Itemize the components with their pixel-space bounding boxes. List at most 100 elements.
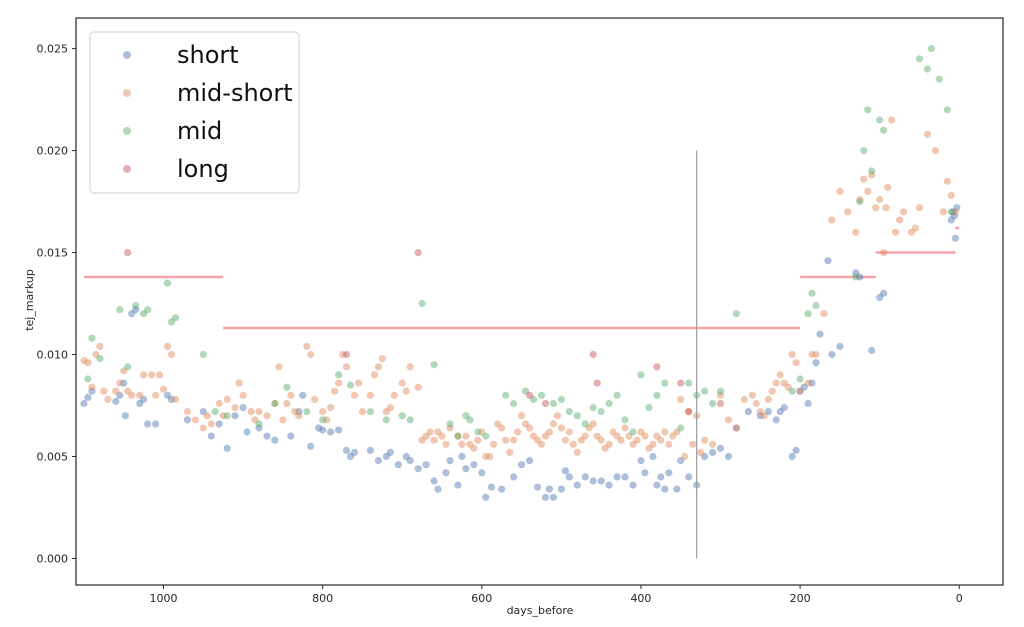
x-axis-label: days_before <box>507 604 574 617</box>
point-short-82 <box>665 469 673 477</box>
point-mid-3 <box>116 306 124 314</box>
y-tick-label-5: 0.025 <box>37 43 69 56</box>
point-mid-short-155 <box>796 387 804 395</box>
legend-marker-mid-short <box>123 89 131 97</box>
point-short-5 <box>120 379 128 387</box>
point-short-65 <box>557 485 566 493</box>
point-short-50 <box>454 481 462 489</box>
point-short-94 <box>764 408 772 416</box>
point-mid-short-102 <box>561 436 570 444</box>
point-short-60 <box>526 457 534 465</box>
point-mid-short-185 <box>951 208 959 216</box>
point-short-68 <box>573 481 581 489</box>
point-mid-short-1 <box>84 359 92 367</box>
point-mid-short-64 <box>402 387 410 395</box>
legend-marker-mid <box>123 127 131 135</box>
legend-label-short: short <box>177 41 239 69</box>
point-mid-short-98 <box>545 428 554 436</box>
point-short-4 <box>116 391 124 399</box>
point-mid-short-48 <box>327 404 335 412</box>
point-mid-short-91 <box>518 412 526 420</box>
point-mid-short-35 <box>263 412 271 420</box>
point-mid-47 <box>621 416 629 424</box>
point-mid-23 <box>398 412 406 420</box>
point-mid-short-147 <box>764 395 772 403</box>
point-short-101 <box>800 383 808 391</box>
point-mid-1 <box>88 334 96 342</box>
point-mid-short-117 <box>621 424 629 432</box>
point-short-6 <box>121 412 129 420</box>
point-mid-short-119 <box>629 440 637 448</box>
point-short-57 <box>498 485 506 493</box>
point-short-24 <box>263 432 271 440</box>
point-short-33 <box>335 426 343 434</box>
point-mid-short-14 <box>148 371 156 379</box>
point-mid-short-61 <box>386 404 394 412</box>
point-mid-71 <box>880 126 888 134</box>
point-mid-short-108 <box>585 424 593 432</box>
point-short-37 <box>366 446 374 454</box>
point-short-116 <box>950 212 959 220</box>
point-mid-27 <box>446 420 454 428</box>
point-mid-short-30 <box>235 379 243 387</box>
point-mid-31 <box>474 428 482 436</box>
point-mid-short-23 <box>199 424 207 432</box>
point-mid-39 <box>557 395 566 403</box>
point-mid-short-95 <box>533 436 542 444</box>
point-short-98 <box>788 452 796 461</box>
point-mid-short-168 <box>872 204 880 212</box>
point-mid-short-154 <box>792 359 800 367</box>
point-mid-57 <box>709 399 717 408</box>
point-mid-short-171 <box>882 204 890 212</box>
point-short-79 <box>653 481 661 489</box>
point-short-2 <box>88 387 96 395</box>
point-short-70 <box>589 477 597 485</box>
point-mid-short-93 <box>526 424 534 432</box>
point-mid-short-172 <box>884 183 892 191</box>
point-mid-6 <box>140 310 148 318</box>
x-tick-label-5: 0 <box>956 592 963 605</box>
point-short-113 <box>880 289 888 297</box>
point-long-7 <box>653 363 661 371</box>
point-short-75 <box>629 481 637 489</box>
point-short-11 <box>144 420 152 428</box>
point-mid-short-5 <box>100 387 108 395</box>
point-mid-short-22 <box>191 416 199 424</box>
point-short-64 <box>549 493 558 501</box>
point-short-41 <box>394 461 402 469</box>
point-mid-short-161 <box>836 187 844 195</box>
point-short-47 <box>434 485 442 493</box>
point-mid-short-164 <box>856 195 864 204</box>
point-mid-short-126 <box>657 436 665 444</box>
point-mid-short-96 <box>537 440 546 448</box>
point-mid-short-177 <box>907 228 916 236</box>
point-mid-45 <box>605 399 613 408</box>
point-short-14 <box>167 395 176 403</box>
point-mid-37 <box>537 391 546 399</box>
point-mid-22 <box>382 416 390 424</box>
point-mid-short-178 <box>911 224 920 232</box>
point-mid-0 <box>84 375 92 383</box>
point-mid-short-20 <box>171 395 180 403</box>
point-short-25 <box>271 436 279 444</box>
point-mid-short-4 <box>96 342 104 350</box>
point-mid-short-116 <box>617 436 625 444</box>
point-mid-short-59 <box>378 355 386 363</box>
point-mid-short-158 <box>812 350 820 359</box>
point-mid-59 <box>732 310 741 318</box>
point-long-0 <box>124 249 132 257</box>
point-short-32 <box>327 428 335 436</box>
point-mid-5 <box>132 302 140 310</box>
x-tick-label-0: 1000 <box>150 592 178 605</box>
x-tick-label-4: 200 <box>790 592 811 605</box>
point-mid-short-54 <box>354 379 363 387</box>
point-mid-short-150 <box>776 371 784 379</box>
step-line-group <box>83 226 960 330</box>
legend-label-long: long <box>177 155 229 183</box>
point-mid-short-79 <box>470 444 478 452</box>
point-mid-short-107 <box>581 432 589 440</box>
x-tick-label-2: 600 <box>471 592 492 605</box>
point-mid-67 <box>860 147 868 155</box>
y-tick-label-1: 0.005 <box>37 451 69 464</box>
point-mid-20 <box>346 381 355 389</box>
